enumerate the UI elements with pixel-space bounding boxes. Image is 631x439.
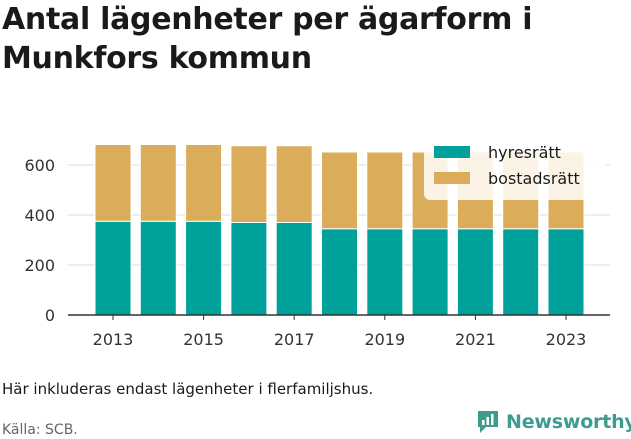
bar-bostadsratt bbox=[275, 145, 313, 223]
legend: hyresrätt bostadsrätt bbox=[424, 138, 606, 200]
legend-label-bostadsratt: bostadsrätt bbox=[488, 169, 580, 188]
brand: Newsworthy bbox=[476, 409, 631, 435]
bar-bostadsratt bbox=[321, 151, 358, 230]
x-tick-label: 2021 bbox=[455, 330, 496, 349]
bar-bostadsratt bbox=[366, 151, 404, 230]
x-tick-label: 2019 bbox=[364, 330, 405, 349]
stacked-bar-chart: 0 200 400 600 2013 2015 2017 2019 2021 2023 hyre… bbox=[24, 138, 610, 349]
bar-hyresratt bbox=[366, 228, 404, 316]
x-tick-label: 2015 bbox=[183, 330, 224, 349]
y-tick-label: 200 bbox=[24, 256, 55, 275]
bar-hyresratt bbox=[321, 228, 358, 316]
bar-hyresratt bbox=[547, 228, 585, 316]
bars bbox=[94, 144, 585, 316]
bar-hyresratt bbox=[139, 220, 177, 316]
chart-title: Antal lägenheter per ägarform i Munkfors… bbox=[2, 2, 533, 76]
x-tick-label: 2013 bbox=[93, 330, 134, 349]
legend-label-hyresratt: hyresrätt bbox=[488, 143, 561, 162]
x-tick-label: 2023 bbox=[546, 330, 587, 349]
brand-name: Newsworthy bbox=[506, 411, 631, 433]
bar-hyresratt bbox=[411, 228, 449, 316]
y-tick-label: 600 bbox=[24, 156, 55, 175]
bar-bostadsratt bbox=[94, 144, 132, 222]
y-axis: 0 200 400 600 bbox=[24, 156, 55, 325]
bar-hyresratt bbox=[456, 228, 494, 316]
newsworthy-logo-icon bbox=[478, 411, 498, 433]
legend-swatch-bostadsratt bbox=[434, 172, 470, 184]
y-tick-label: 0 bbox=[45, 306, 55, 325]
bar-hyresratt bbox=[94, 220, 132, 316]
bar-bostadsratt bbox=[185, 144, 223, 222]
x-axis: 2013 2015 2017 2019 2021 2023 bbox=[68, 314, 610, 349]
bar-hyresratt bbox=[185, 220, 223, 316]
legend-swatch-hyresratt bbox=[434, 146, 470, 158]
bar-hyresratt bbox=[275, 222, 313, 316]
bar-hyresratt bbox=[230, 222, 268, 316]
x-tick-label: 2017 bbox=[274, 330, 315, 349]
source-label: Källa: SCB. bbox=[2, 422, 78, 438]
bar-bostadsratt bbox=[139, 144, 177, 222]
bar-hyresratt bbox=[502, 228, 540, 316]
bar-bostadsratt bbox=[230, 145, 268, 223]
chart-note: Här inkluderas endast lägenheter i flerf… bbox=[2, 380, 374, 398]
y-tick-label: 400 bbox=[24, 206, 55, 225]
